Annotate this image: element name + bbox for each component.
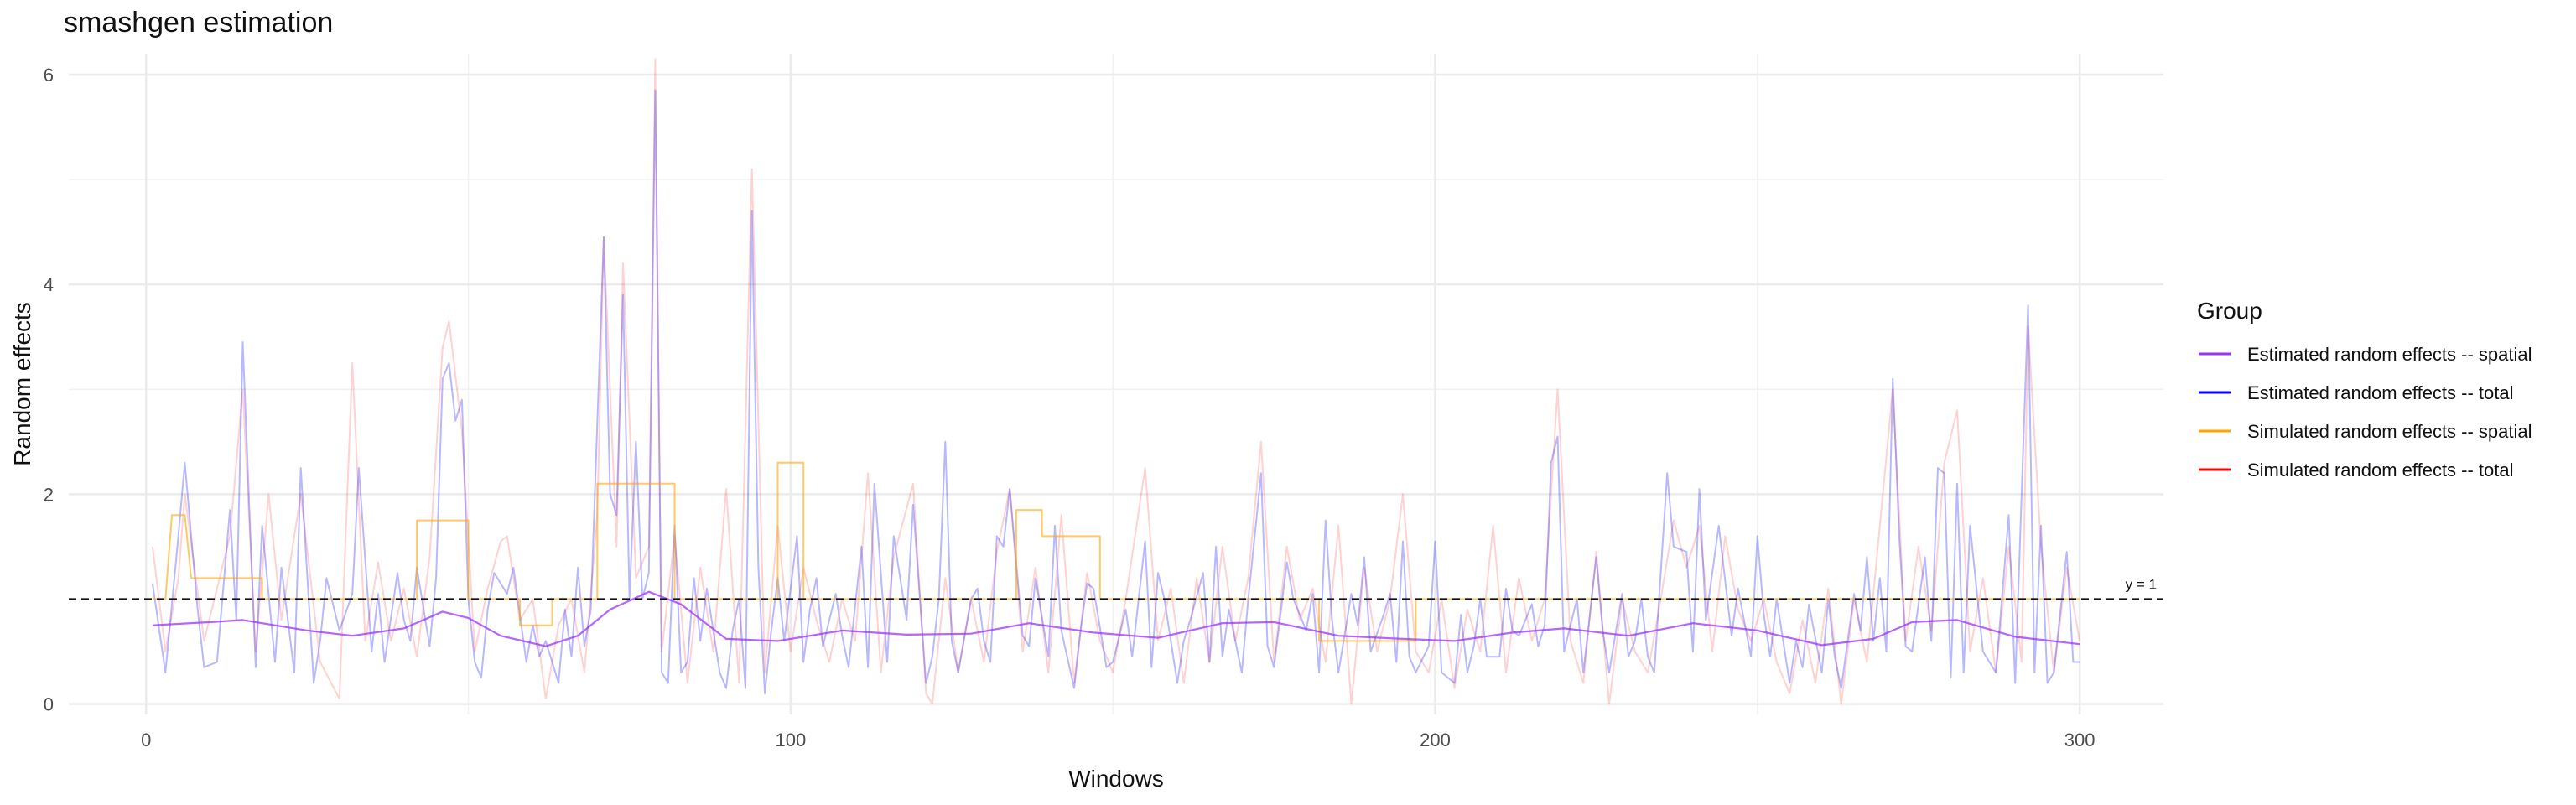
- y-tick-label: 6: [44, 65, 54, 86]
- x-tick-label: 200: [1420, 730, 1451, 750]
- x-tick-label: 100: [775, 730, 806, 750]
- plot-panel: [69, 54, 2163, 714]
- y-tick-label: 0: [44, 693, 54, 714]
- legend-label: Simulated random effects -- spatial: [2247, 421, 2532, 442]
- legend-label: Estimated random effects -- total: [2247, 382, 2514, 403]
- y-axis-title: Random effects: [9, 302, 35, 466]
- series-line-estimated-random-effects-spatial: [152, 590, 2080, 647]
- series-lines: [151, 58, 2081, 705]
- legend-label: Estimated random effects -- spatial: [2247, 344, 2532, 365]
- reference-line-group: y = 1: [69, 576, 2163, 600]
- chart-title: smashgen estimation: [64, 7, 334, 39]
- series-line-estimated-random-effects-total: [151, 89, 2080, 694]
- axes: 0 100 200 300 0 2 4 6 Windows Random effects: [9, 65, 2095, 792]
- legend: Group Estimated random effects -- spatial…: [2197, 298, 2532, 480]
- grid: [69, 54, 2163, 714]
- x-tick-label: 0: [141, 730, 151, 750]
- legend-label: Simulated random effects -- total: [2247, 460, 2514, 480]
- x-tick-label: 300: [2064, 730, 2096, 750]
- x-axis-title: Windows: [1068, 766, 1164, 792]
- y-tick-label: 4: [44, 274, 54, 295]
- series-line-simulated-random-effects-spatial: [152, 461, 2080, 642]
- y-tick-label: 2: [44, 484, 54, 505]
- legend-title: Group: [2197, 298, 2262, 324]
- reference-line-label: y = 1: [2126, 576, 2157, 592]
